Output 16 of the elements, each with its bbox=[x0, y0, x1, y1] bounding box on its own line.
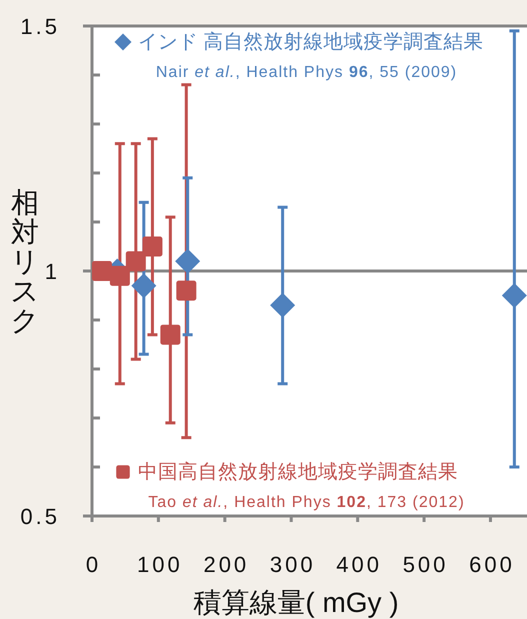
annotation: Nair et al., Health Phys 96, 55 (2009) bbox=[156, 64, 458, 81]
ylabel: 相対リスク bbox=[10, 187, 40, 336]
legend-label: インド 高自然放射線地域疫学調査結果 bbox=[138, 31, 484, 53]
xtick-label: 500 bbox=[402, 552, 448, 577]
xtick-label: 400 bbox=[336, 552, 382, 577]
xtick-label: 300 bbox=[270, 552, 316, 577]
legend-label: 中国高自然放射線地域疫学調査結果 bbox=[138, 461, 458, 483]
xtick-label: 600 bbox=[469, 552, 515, 577]
xtick-label: 200 bbox=[203, 552, 250, 577]
ytick-label: 1 bbox=[44, 258, 60, 284]
ytick-label: 0.5 bbox=[20, 504, 60, 528]
xtick-label: 0 bbox=[86, 552, 102, 577]
xlabel: 積算線量( mGy ) bbox=[193, 587, 399, 618]
ytick-label: 1.5 bbox=[20, 14, 60, 38]
annotation: Tao et al., Health Phys 102, 173 (2012) bbox=[148, 494, 465, 511]
xtick-label: 100 bbox=[137, 552, 183, 577]
